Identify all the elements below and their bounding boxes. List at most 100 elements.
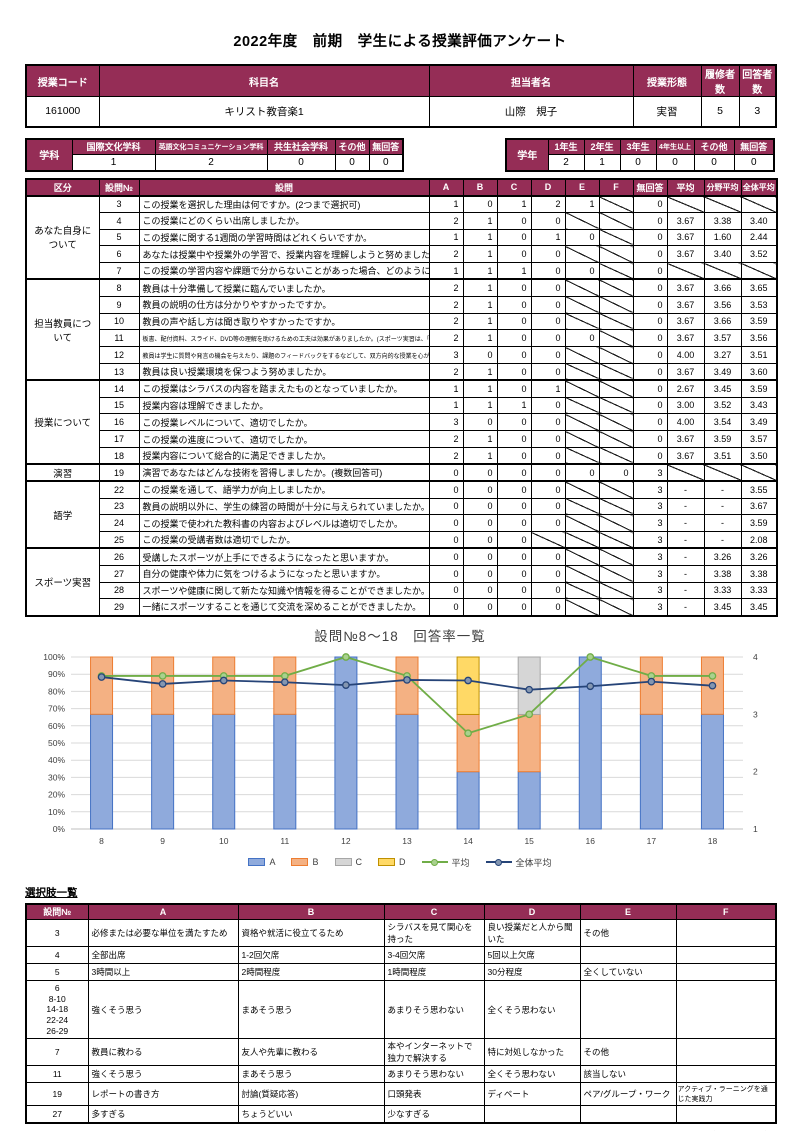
category-cell: 担当教員について <box>25 278 100 381</box>
meta-value-cell: 0 <box>334 154 370 171</box>
count-cell-na <box>564 278 600 297</box>
choices-header-row: 設問№ A B C D E F <box>25 903 777 921</box>
count-cell: 0 <box>496 581 532 600</box>
question-number-cell: 6 <box>98 245 140 264</box>
question-row: 23 教員の説明以外に、学生の練習の時間が十分に与えられていましたか。 0 0 0 0 3-… <box>26 497 778 516</box>
question-text-cell: この授業はシラバスの内容を踏まえたものとなっていましたか。 <box>138 379 430 398</box>
count-cell-na <box>564 379 600 398</box>
chart-plot-area: 0% 10% 20% 30% 40% 50% 60% 70% 80% 90% 100% 1 2 3 4 8 9 1… <box>25 649 775 854</box>
overall-average-cell <box>740 194 778 213</box>
field-average-cell: 3.26 <box>703 547 742 566</box>
choice-option-cell: 該当しない <box>579 1065 677 1084</box>
chart-legend: A B C D 平均 全体平均 <box>25 856 775 869</box>
left-axis-label: 90% <box>48 669 65 679</box>
average-cell: 3.67 <box>666 312 705 331</box>
count-cell: 3 <box>428 346 464 364</box>
overall-average-cell: 3.65 <box>740 278 778 297</box>
overall-average-cell: 3.56 <box>740 329 778 348</box>
count-cell: 0 <box>530 514 566 533</box>
count-cell: 0 <box>462 564 498 583</box>
left-axis-label: 50% <box>48 738 65 748</box>
meta-header-cell: 国際文化学科 <box>71 138 156 155</box>
choices-header-cell: D <box>483 903 581 921</box>
question-text-cell: 教員は良い授業環境を保つよう努めましたか。 <box>138 362 430 381</box>
average-cell: 3.67 <box>666 278 705 297</box>
choice-option-cell: シラバスを見て関心を持った <box>383 919 485 948</box>
overall-average-cell: 3.53 <box>740 295 778 314</box>
count-cell: 0 <box>496 463 532 482</box>
average-cell: 3.67 <box>666 211 705 230</box>
no-answer-cell: 0 <box>632 228 668 247</box>
count-cell: 0 <box>496 379 532 398</box>
question-row: あなた自身について 3 この授業を選択した理由は何ですか。(2つまで選択可) 1 0 1 2… <box>25 194 778 280</box>
count-cell: 0 <box>496 329 532 348</box>
course-header-cell: 科目名 <box>98 64 430 97</box>
count-cell: 0 <box>462 598 498 617</box>
legend-line-icon <box>421 858 448 866</box>
choice-option-cell: 友人や先輩に教わる <box>237 1038 385 1067</box>
count-cell-na <box>564 547 600 566</box>
line-marker-平均 <box>464 729 472 737</box>
count-cell-na <box>598 262 634 280</box>
choice-option-cell <box>675 1038 777 1067</box>
choice-option-cell: 資格や就活に役立てるため <box>237 919 385 948</box>
average-cell: - <box>666 514 705 533</box>
count-cell-na <box>598 194 634 213</box>
choice-option-cell <box>675 963 777 982</box>
count-cell: 0 <box>462 346 498 364</box>
overall-average-cell <box>740 463 778 482</box>
count-cell: 1 <box>428 262 464 280</box>
count-cell: 2 <box>428 362 464 381</box>
field-average-cell: - <box>703 531 742 549</box>
question-row: 16 この授業レベルについて、適切でしたか。 3 0 0 0 0 4.00 3.54 3.49 <box>26 413 778 432</box>
question-number-cell: 3 <box>98 194 140 213</box>
left-axis-label: 0% <box>53 824 66 834</box>
no-answer-cell: 3 <box>632 497 668 516</box>
count-cell: 0 <box>496 564 532 583</box>
choices-question-number-cell: 4 <box>25 946 89 965</box>
count-cell: 2 <box>428 278 464 297</box>
choice-option-cell: 1-2回欠席 <box>237 946 385 965</box>
question-text-cell: この授業を選択した理由は何ですか。(2つまで選択可) <box>138 194 430 213</box>
question-text-cell: この授業の学習内容や課題で分からないことがあった場合、どのように対処しましたか。 <box>138 262 430 280</box>
legend-label: 平均 <box>451 857 470 868</box>
count-cell-na <box>564 514 600 533</box>
question-number-cell: 28 <box>98 581 140 600</box>
choices-row: 6 8-10 14-18 22-24 26-29 強くそう思う まあそう思う あまりそ… <box>25 980 777 1040</box>
no-answer-cell: 0 <box>632 430 668 448</box>
question-row: 29 一緒にスポーツすることを通じて交流を深めることができましたか。 0 0 0 0 3-3… <box>26 598 778 617</box>
overall-average-cell: 2.44 <box>740 228 778 247</box>
choice-option-cell <box>675 919 777 948</box>
question-text-cell: あなたは授業中や授業外の学習で、授業内容を理解しようと努めましたか。 <box>138 245 430 264</box>
question-row: 4 この授業にどのくらい出席しましたか。 2 1 0 0 0 3.67 3.38 3.40 <box>26 211 778 230</box>
average-cell: 3.67 <box>666 446 705 465</box>
average-cell: 3.67 <box>666 295 705 314</box>
count-cell: 0 <box>496 312 532 331</box>
count-cell: 0 <box>530 278 566 297</box>
left-axis-label: 10% <box>48 806 65 816</box>
count-cell: 0 <box>428 598 464 617</box>
question-number-cell: 29 <box>98 598 140 617</box>
meta-value-cell: 0 <box>733 154 775 171</box>
legend-label: C <box>355 857 363 868</box>
count-cell: 0 <box>428 514 464 533</box>
overall-average-cell: 3.59 <box>740 312 778 331</box>
left-axis-label: 30% <box>48 772 65 782</box>
question-text-cell: 授業内容について総合的に満足できましたか。 <box>138 446 430 465</box>
question-row: 27 自分の健康や体力に気をつけるようになったと思いますか。 0 0 0 0 3-3.38 3… <box>26 564 778 583</box>
choices-row: 19 レポートの書き方 討論(質疑応答) 口頭発表 ディベート ペア/グループ・ワーク アク… <box>25 1082 777 1107</box>
overall-average-cell: 3.67 <box>740 497 778 516</box>
line-marker-全体平均 <box>525 685 534 694</box>
line-marker-平均 <box>280 671 289 680</box>
x-axis-label: 13 <box>402 836 412 846</box>
choice-option-cell: 良い授業だと人から聞いた <box>483 919 581 948</box>
no-answer-cell: 0 <box>632 295 668 314</box>
line-marker-平均 <box>525 710 534 718</box>
field-average-cell: 3.51 <box>703 446 742 465</box>
count-cell: 1 <box>496 194 532 213</box>
x-axis-label: 9 <box>160 836 165 846</box>
question-row: 13 教員は良い授業環境を保つよう努めましたか。 2 1 0 0 0 3.67 3.49 3.60 <box>26 362 778 381</box>
average-cell: 3.67 <box>666 245 705 264</box>
overall-average-cell: 2.08 <box>740 531 778 549</box>
count-cell: 0 <box>530 346 566 364</box>
